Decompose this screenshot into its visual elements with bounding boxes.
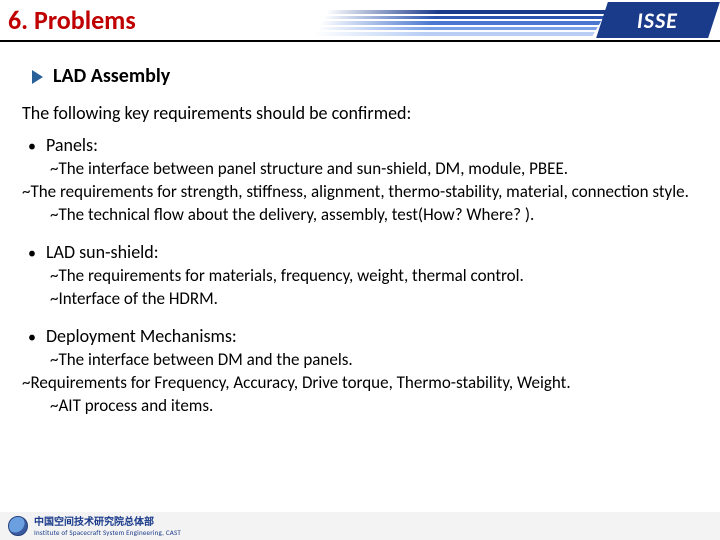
- header-stripe: [325, 10, 607, 14]
- body-line: ~The requirements for strength, stiffnes…: [22, 181, 698, 204]
- bullet-icon: •: [28, 246, 36, 262]
- header-stripe: [316, 27, 598, 31]
- chevron-right-icon: [32, 70, 43, 84]
- subheading-label: LAD Assembly: [53, 64, 170, 88]
- subheading-row: LAD Assembly: [32, 64, 698, 88]
- slide-content: LAD Assembly The following key requireme…: [0, 48, 720, 418]
- footer-org-cn: 中国空间技术研究院总体部: [34, 517, 181, 527]
- section-title: LAD sun-shield:: [46, 241, 159, 263]
- section: • Deployment Mechanisms:~The interface be…: [22, 325, 698, 418]
- body-line: ~The interface between panel structure a…: [22, 158, 698, 181]
- cast-logo-icon: [8, 516, 28, 536]
- isse-logo: ISSE: [596, 2, 720, 38]
- body-line: ~The requirements for materials, frequen…: [22, 265, 698, 288]
- section-heading: • Panels:: [28, 134, 698, 156]
- footer-text-block: 中国空间技术研究院总体部 Institute of Spacecraft Sys…: [34, 517, 181, 536]
- section-heading: • Deployment Mechanisms:: [28, 325, 698, 347]
- header-underline: [0, 40, 720, 42]
- header-stripe: [319, 21, 601, 25]
- slide-header: 6. Problems ISSE: [0, 0, 720, 48]
- bullet-icon: •: [28, 139, 36, 155]
- bullet-icon: •: [28, 330, 36, 346]
- section-title: Deployment Mechanisms:: [46, 325, 237, 347]
- body-line: ~The technical flow about the delivery, …: [22, 204, 698, 227]
- body-line: ~The interface between DM and the panels…: [22, 349, 698, 372]
- header-stripes: [312, 10, 607, 36]
- section: • Panels:~The interface between panel str…: [22, 134, 698, 227]
- body-line: ~Requirements for Frequency, Accuracy, D…: [22, 372, 698, 395]
- slide-footer: 中国空间技术研究院总体部 Institute of Spacecraft Sys…: [0, 512, 720, 540]
- section-title: Panels:: [46, 134, 98, 156]
- section: • LAD sun-shield:~The requirements for ma…: [22, 241, 698, 311]
- header-stripe: [313, 32, 595, 36]
- body-line: ~Interface of the HDRM.: [22, 288, 698, 311]
- body-line: ~AIT process and items.: [22, 395, 698, 418]
- footer-org-en: Institute of Spacecraft System Engineeri…: [34, 529, 181, 536]
- intro-text: The following key requirements should be…: [22, 102, 698, 124]
- header-stripe: [322, 16, 604, 20]
- section-heading: • LAD sun-shield:: [28, 241, 698, 263]
- logo-text: ISSE: [637, 7, 678, 34]
- page-title: 6. Problems: [8, 4, 136, 36]
